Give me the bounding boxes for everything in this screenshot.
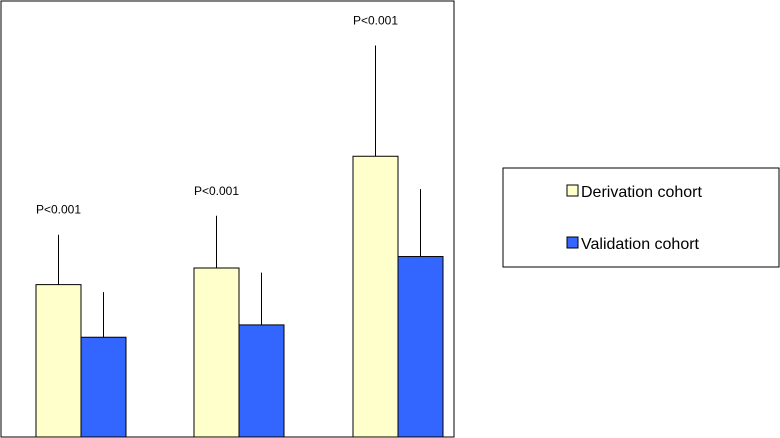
- bar-derivation-3: [352, 155, 399, 438]
- p-value-label-1: P<0.001: [36, 203, 81, 217]
- error-bars-group: [58, 45, 421, 338]
- annotations-group: P<0.001 P<0.001 P<0.001: [36, 13, 398, 216]
- bar-derivation-1: [35, 284, 82, 438]
- legend-swatch-validation: [566, 236, 579, 249]
- legend: Derivation cohort Validation cohort: [502, 167, 780, 268]
- legend-label-validation: Validation cohort: [581, 236, 700, 253]
- legend-label-derivation: Derivation cohort: [581, 184, 703, 201]
- p-value-label-2: P<0.001: [194, 184, 239, 198]
- bar-validation-1: [80, 336, 127, 438]
- bar-validation-3: [397, 256, 444, 438]
- bar-derivation-2: [193, 267, 240, 438]
- legend-swatch-derivation: [566, 184, 579, 197]
- p-value-label-3: P<0.001: [353, 13, 398, 27]
- bar-validation-2: [238, 324, 285, 438]
- legend-box: [502, 167, 780, 268]
- bars-group: [35, 155, 444, 438]
